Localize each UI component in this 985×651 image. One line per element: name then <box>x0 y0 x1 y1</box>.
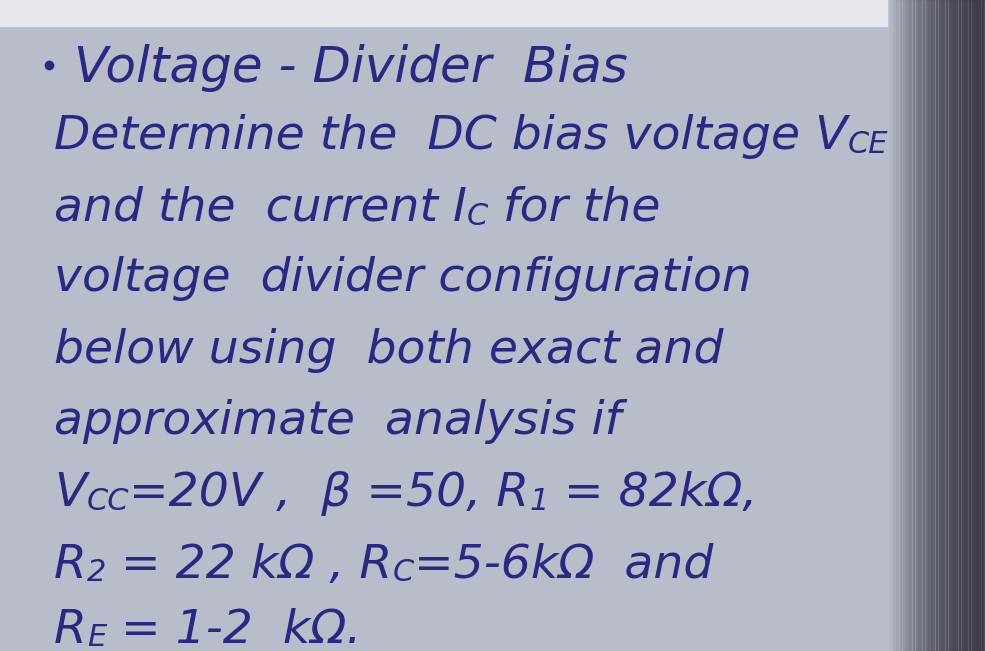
Bar <box>946 0 951 651</box>
Bar <box>896 0 901 651</box>
Bar <box>889 0 894 651</box>
Bar <box>982 0 985 651</box>
Bar <box>903 0 908 651</box>
Text: = 22 kΩ , R: = 22 kΩ , R <box>106 542 393 588</box>
Text: CE: CE <box>848 130 888 159</box>
Text: =20V ,  β =50, R: =20V , β =50, R <box>129 471 529 516</box>
Text: R: R <box>54 542 87 588</box>
Text: = 1-2  kΩ.: = 1-2 kΩ. <box>106 607 361 651</box>
Bar <box>965 0 970 651</box>
Text: R: R <box>54 607 87 651</box>
Text: for the: for the <box>489 186 661 231</box>
Bar <box>909 0 914 651</box>
Text: E: E <box>87 624 106 651</box>
Text: 2: 2 <box>87 559 106 587</box>
Text: 1: 1 <box>529 487 549 516</box>
Bar <box>929 0 934 651</box>
Text: C: C <box>393 559 414 587</box>
Text: =5-6kΩ  and: =5-6kΩ and <box>414 542 713 588</box>
Bar <box>968 0 973 651</box>
Bar <box>939 0 944 651</box>
Bar <box>943 0 948 651</box>
Text: below using  both exact and: below using both exact and <box>54 327 724 373</box>
Bar <box>913 0 918 651</box>
Bar <box>886 0 891 651</box>
Bar <box>923 0 928 651</box>
Bar <box>962 0 967 651</box>
Text: approximate  analysis if: approximate analysis if <box>54 399 622 445</box>
Text: and the  current I: and the current I <box>54 186 467 231</box>
Bar <box>952 0 957 651</box>
Text: CC: CC <box>87 487 129 516</box>
Bar <box>949 0 953 651</box>
Bar <box>0 0 886 26</box>
Text: = 82kΩ,: = 82kΩ, <box>549 471 756 516</box>
Bar <box>933 0 938 651</box>
Bar <box>916 0 921 651</box>
Text: Determine the  DC bias voltage V: Determine the DC bias voltage V <box>54 114 848 159</box>
Bar <box>919 0 924 651</box>
Bar <box>926 0 931 651</box>
Bar <box>955 0 960 651</box>
Text: V: V <box>54 471 87 516</box>
Bar <box>958 0 963 651</box>
Text: Voltage - Divider  Bias: Voltage - Divider Bias <box>74 44 627 92</box>
Text: voltage  divider configuration: voltage divider configuration <box>54 256 753 301</box>
Bar <box>978 0 983 651</box>
Bar <box>936 0 941 651</box>
Bar <box>975 0 980 651</box>
Bar <box>899 0 904 651</box>
Bar <box>893 0 898 651</box>
Text: C: C <box>467 202 489 230</box>
Bar <box>972 0 977 651</box>
Bar <box>906 0 911 651</box>
